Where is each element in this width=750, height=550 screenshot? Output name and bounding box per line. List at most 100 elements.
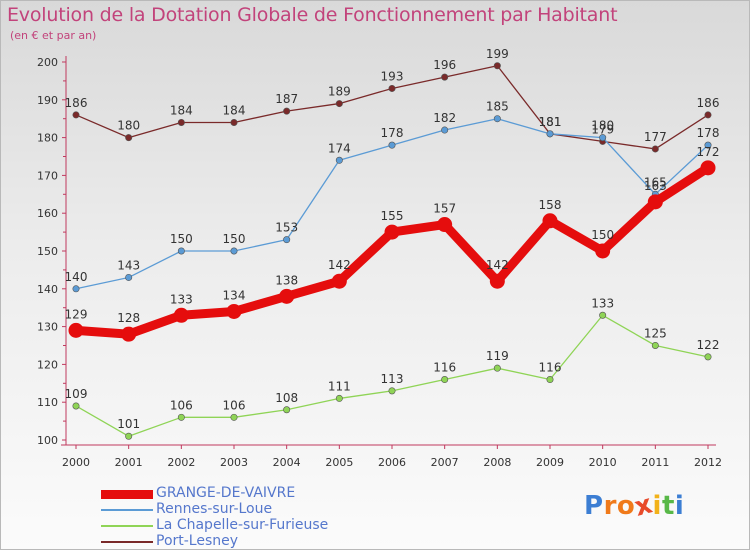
data-label: 140: [65, 270, 88, 284]
data-point: [388, 141, 396, 149]
chart-subtitle: (en € et par an): [10, 29, 97, 42]
data-label: 150: [591, 228, 614, 242]
data-point: [651, 341, 659, 349]
legend-label: GRANGE-DE-VAIVRE: [156, 485, 296, 501]
data-point: [279, 288, 295, 304]
data-point: [72, 402, 80, 410]
data-point: [542, 213, 558, 229]
x-tick-label: 2005: [325, 456, 353, 469]
x-tick-label: 2011: [641, 456, 669, 469]
data-point: [230, 118, 238, 126]
data-point: [226, 303, 242, 319]
y-tick-label: 180: [37, 132, 58, 145]
data-point: [388, 84, 396, 92]
x-tick-label: 2002: [167, 456, 195, 469]
x-tick-label: 2003: [220, 456, 248, 469]
data-label: 196: [433, 58, 456, 72]
data-point: [68, 322, 84, 338]
logo-letter: i: [674, 491, 685, 521]
data-label: 142: [486, 258, 509, 272]
data-label: 109: [65, 387, 88, 401]
data-point: [283, 107, 291, 115]
data-point: [177, 413, 185, 421]
data-label: 163: [644, 179, 667, 193]
data-label: 128: [117, 311, 140, 325]
data-point: [125, 432, 133, 440]
data-point: [230, 413, 238, 421]
data-point: [441, 376, 449, 384]
data-point: [125, 273, 133, 281]
data-label: 179: [591, 122, 614, 136]
data-label: 187: [275, 92, 298, 106]
data-label: 157: [433, 202, 456, 216]
data-label: 125: [644, 327, 667, 341]
data-label: 184: [223, 103, 246, 117]
data-label: 106: [223, 398, 246, 412]
data-label: 185: [486, 100, 509, 114]
data-label: 178: [697, 126, 720, 140]
data-point: [704, 141, 712, 149]
data-point: [335, 100, 343, 108]
y-tick-label: 120: [37, 358, 58, 371]
data-label: 142: [328, 258, 351, 272]
data-point: [72, 111, 80, 119]
data-point: [388, 387, 396, 395]
data-label: 189: [328, 85, 351, 99]
data-label: 150: [170, 232, 193, 246]
data-label: 182: [433, 111, 456, 125]
line-chart: 100 110 120 130 140 150 160 170 180 190 200 2000 200…: [37, 47, 722, 469]
data-label: 113: [381, 372, 404, 386]
data-label: 116: [539, 361, 562, 375]
data-label: 186: [65, 96, 88, 110]
data-label: 134: [223, 288, 246, 302]
y-tick-label: 140: [37, 283, 58, 296]
data-label: 193: [381, 69, 404, 83]
data-point: [384, 224, 400, 240]
data-point: [230, 247, 238, 255]
legend-label: La Chapelle-sur-Furieuse: [156, 517, 329, 533]
x-tick-label: 2000: [62, 456, 90, 469]
data-point: [700, 160, 716, 176]
data-label: 106: [170, 398, 193, 412]
data-label: 177: [644, 130, 667, 144]
y-tick-label: 200: [37, 56, 58, 69]
data-label: 172: [697, 145, 720, 159]
data-point: [546, 376, 554, 384]
data-label: 178: [381, 126, 404, 140]
data-label: 129: [65, 307, 88, 321]
data-point: [177, 247, 185, 255]
data-point: [72, 285, 80, 293]
data-label: 122: [697, 338, 720, 352]
data-point: [441, 126, 449, 134]
y-tick-label: 110: [37, 396, 58, 409]
data-point: [599, 134, 607, 142]
y-tick-label: 160: [37, 207, 58, 220]
data-point: [335, 394, 343, 402]
proxiti-logo: Proxiti: [584, 489, 685, 522]
data-label: 101: [117, 417, 140, 431]
legend-swatch: [101, 509, 153, 511]
y-tick-label: 190: [37, 94, 58, 107]
data-label: 158: [539, 198, 562, 212]
x-tick-label: 2012: [694, 456, 722, 469]
logo-letter: r: [603, 491, 617, 521]
data-label: 181: [539, 115, 562, 129]
data-label: 165: [644, 175, 667, 189]
data-point: [704, 111, 712, 119]
data-point: [651, 145, 659, 153]
data-point: [173, 307, 189, 323]
x-tick-label: 2001: [115, 456, 143, 469]
logo-letter: o: [616, 491, 636, 521]
chart-title: Evolution de la Dotation Globale de Fonc…: [7, 4, 618, 26]
data-point: [599, 311, 607, 319]
data-label: 199: [486, 47, 509, 61]
x-tick-label: 2008: [483, 456, 511, 469]
data-point: [177, 118, 185, 126]
data-point: [437, 217, 453, 233]
legend-label: Port-Lesney: [156, 533, 239, 549]
data-label: 181: [539, 115, 562, 129]
data-point: [704, 353, 712, 361]
data-label: 143: [117, 258, 140, 272]
y-tick-label: 100: [37, 434, 58, 447]
data-label: 150: [223, 232, 246, 246]
